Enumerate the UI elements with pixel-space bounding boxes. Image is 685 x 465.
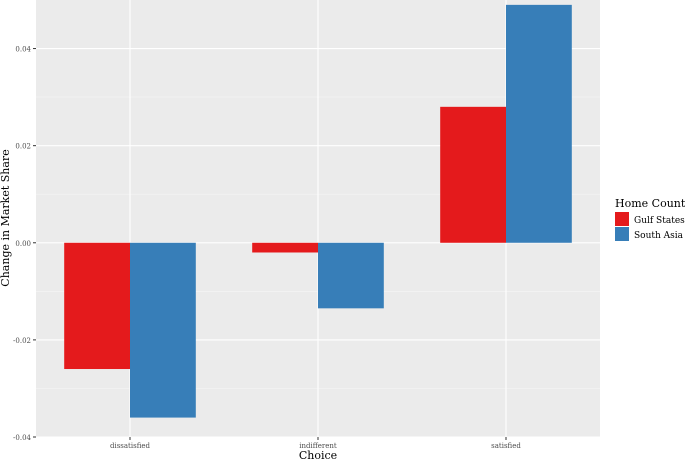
- legend-label-south-asia: South Asia: [634, 231, 684, 241]
- y-tick-label: 0.04: [15, 46, 31, 54]
- y-axis: -0.04 -0.02 0.00 0.02 0.04: [13, 46, 36, 442]
- y-tick-label: -0.04: [13, 434, 31, 442]
- legend-key-gulf-states: [615, 212, 629, 226]
- bar-gulf-states-satisfied: [440, 106, 506, 243]
- bar-south-asia-dissatisfied: [130, 242, 196, 418]
- bar-south-asia-indifferent: [318, 242, 384, 309]
- bar-gulf-states-indifferent: [252, 242, 318, 253]
- x-axis-title: Choice: [299, 449, 337, 461]
- legend-label-gulf-states: Gulf States: [634, 216, 685, 226]
- legend-title: Home Country: [615, 197, 685, 210]
- legend: Home Country Gulf States South Asia: [615, 197, 685, 241]
- x-tick-label-dissatisfied: dissatisfied: [110, 442, 151, 450]
- y-tick-label: 0.02: [15, 143, 31, 151]
- x-axis: dissatisfied indifferent satisfied: [110, 437, 521, 450]
- y-tick-label: 0.00: [15, 240, 31, 248]
- legend-key-south-asia: [615, 227, 629, 241]
- bars: [64, 4, 572, 418]
- y-tick-label: -0.02: [13, 337, 31, 345]
- x-tick-label-satisfied: satisfied: [491, 442, 521, 450]
- bar-gulf-states-dissatisfied: [64, 242, 130, 370]
- bar-south-asia-satisfied: [506, 4, 572, 243]
- x-tick-label-indifferent: indifferent: [299, 442, 337, 450]
- y-axis-title: Change in Market Share: [0, 149, 12, 286]
